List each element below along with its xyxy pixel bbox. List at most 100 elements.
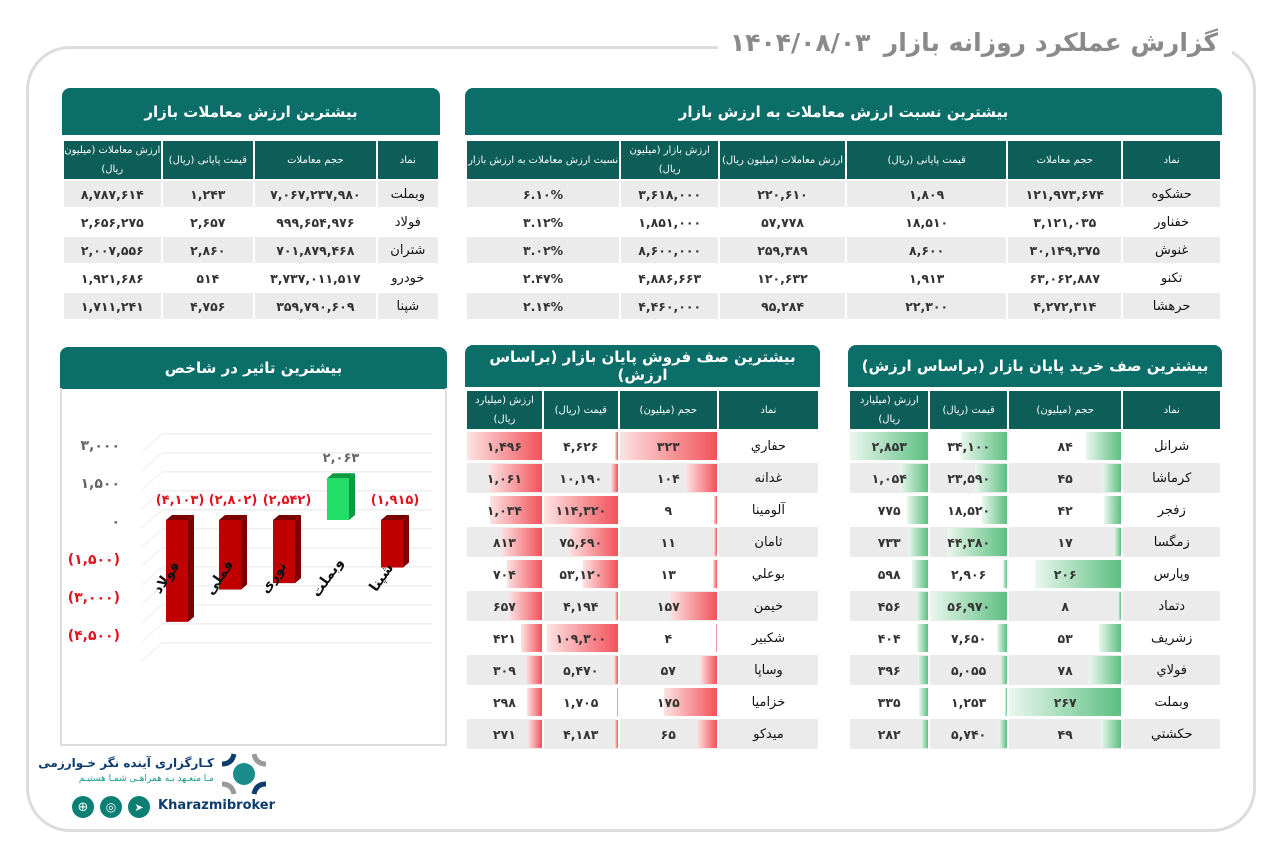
table-row[interactable]: حکشتي ۴۹ ۵,۷۴۰ ۲۸۲ (850, 719, 1220, 749)
value-cell: ۳۲۳ (619, 431, 717, 461)
buy-queue-title: بیشترین صف خرید پایان بازار (براساس ارزش… (848, 345, 1222, 387)
report-title: گزارش عملکرد روزانه بازار (869, 28, 1232, 57)
value-bar (664, 688, 717, 716)
bar-side-2 (295, 515, 301, 584)
value-title: بیشترین ارزش معاملات بازار (62, 88, 440, 135)
table-row[interactable]: حرهشا ۴,۲۷۲,۳۱۴ ۲۲,۳۰۰ ۹۵,۲۸۴ ۴,۴۶۰,۰۰۰ ۲.۱۴% (467, 293, 1220, 319)
value-cell: ۶۵ (619, 719, 717, 749)
bar-4 (381, 520, 403, 568)
value-bar (1102, 464, 1122, 492)
table-row[interactable]: شتران ۷۰۱,۸۷۹,۴۶۸ ۲,۸۶۰ ۲,۰۰۷,۵۵۶ (64, 237, 438, 263)
value-cell: ۵۱۴ (196, 270, 220, 286)
value-bar (1086, 432, 1122, 460)
value-cell: ۴,۶۲۶ (544, 431, 618, 461)
gridline (141, 623, 163, 643)
value-bar (996, 624, 1007, 652)
value-cell: ۸,۶۰۰ (847, 237, 1007, 263)
value-bar (583, 560, 618, 588)
column-header: ارزش معاملات (میلیون ریال) (720, 141, 846, 179)
value-cell: ۱۷ (1008, 527, 1122, 557)
sell-queue-panel: بیشترین صف فروش پایان بازار (براساس ارزش… (465, 345, 820, 751)
table-row[interactable]: خودرو ۳,۷۳۷,۰۱۱,۵۱۷ ۵۱۴ ۱,۹۲۱,۶۸۶ (64, 265, 438, 291)
table-row[interactable]: دتماد ۸ ۵۶,۹۷۰ ۴۵۶ (850, 591, 1220, 621)
column-header: ارزش معاملات (میلیون ریال) (64, 141, 161, 179)
table-row[interactable]: زمگسا ۱۷ ۴۴,۳۸۰ ۷۳۳ (850, 527, 1220, 557)
symbol-cell: غنوش (1123, 237, 1220, 263)
value-cell: ۷۸ (1008, 655, 1122, 685)
value-cell: ۴,۷۵۶ (162, 293, 254, 319)
value-cell: ۱,۷۱۱,۲۴۱ (64, 293, 161, 319)
symbol-cell: خیمن (718, 591, 818, 621)
table-row[interactable]: بوعلي ۱۳ ۵۳,۱۲۰ ۷۰۴ (467, 559, 818, 589)
value-cell: ۱۱ (619, 527, 717, 557)
table-row[interactable]: میدکو ۶۵ ۴,۱۸۳ ۲۷۱ (467, 719, 818, 749)
value-cell: ۳۳۵ (850, 687, 929, 717)
symbol-cell: زفجر (1157, 502, 1186, 518)
buy-queue-panel: بیشترین صف خرید پایان بازار (براساس ارزش… (848, 345, 1222, 751)
value-cell: ۵,۷۴۰ (930, 719, 1007, 749)
table-row[interactable]: آلومینا ۹ ۱۱۴,۳۲۰ ۱,۰۳۴ (467, 495, 818, 525)
table-row[interactable]: فولاي ۷۸ ۵,۰۵۵ ۳۹۶ (850, 655, 1220, 685)
table-row[interactable]: غدانه ۱۰۴ ۱۰,۱۹۰ ۱,۰۶۱ (467, 463, 818, 493)
value-cell: ۱۰۴ (619, 463, 717, 493)
symbol-cell: زشریف (1151, 630, 1193, 646)
table-row[interactable]: زفجر ۴۲ ۱۸,۵۲۰ ۷۷۵ (850, 495, 1220, 525)
sell-queue-table: نماد حجم (میلیون) قیمت (ریال) ارزش (میلیارد… (465, 389, 820, 751)
table-row[interactable]: خیمن ۱۵۷ ۴,۱۹۴ ۶۵۷ (467, 591, 818, 621)
value-bar (908, 528, 929, 556)
gridline (141, 471, 163, 491)
value-bar (961, 432, 1007, 460)
value-cell: ۳۰,۱۴۹,۳۷۵ (1008, 237, 1122, 263)
column-header: ارزش بازار (میلیون ریال) (621, 141, 719, 179)
table-row[interactable]: وبملت ۷,۰۶۷,۲۳۷,۹۸۰ ۱,۲۴۳ ۸,۷۸۷,۶۱۴ (64, 181, 438, 207)
index-impact-panel: بیشترین تاثیر در شاخص (60, 347, 447, 389)
value-cell: ۷۰۱,۸۷۹,۴۶۸ (255, 237, 376, 263)
table-row[interactable]: حشکوه ۱۲۱,۹۷۳,۶۷۴ ۱,۸۰۹ ۲۲۰,۶۱۰ ۳,۶۱۸,۰۰۰ ۶.۱… (467, 181, 1220, 207)
table-row[interactable]: ثامان ۱۱ ۷۵,۶۹۰ ۸۱۳ (467, 527, 818, 557)
table-row[interactable]: شکبیر ۴ ۱۰۹,۳۰۰ ۴۲۱ (467, 623, 818, 653)
value-bar (699, 656, 717, 684)
value-cell: ۵۷,۷۷۸ (761, 214, 804, 230)
table-row[interactable]: شرانل ۸۴ ۳۴,۱۰۰ ۲,۸۵۳ (850, 431, 1220, 461)
table-row[interactable]: وبملت ۲۶۷ ۱,۲۵۳ ۳۳۵ (850, 687, 1220, 717)
instagram-icon[interactable]: ◎ (100, 796, 122, 818)
table-row[interactable]: حفاري ۳۲۳ ۴,۶۲۶ ۱,۴۹۶ (467, 431, 818, 461)
table-row[interactable]: کرماشا ۴۵ ۲۳,۵۹۰ ۱,۰۵۴ (850, 463, 1220, 493)
data-label: (۲,۵۴۲) (263, 493, 312, 508)
globe-icon[interactable]: ⊕ (72, 796, 94, 818)
value-cell: ۳.۰۲% (467, 237, 620, 263)
value-cell: ۱,۸۵۱,۰۰۰ (638, 214, 702, 230)
value-cell: ۸ (1008, 591, 1122, 621)
table-row[interactable]: خزامیا ۱۷۵ ۱,۷۰۵ ۲۹۸ (467, 687, 818, 717)
value-bar (947, 528, 1007, 556)
value-cell: ۱۰,۱۹۰ (543, 463, 618, 493)
value-cell: ۱۸,۵۱۰ (905, 214, 949, 230)
brand-slogan: مـا متعـهد بـه همراهـی شمـا هستیـم (78, 774, 214, 784)
brand-name-fa: کـارگزاری آینده نگر خـوارزمی (38, 756, 214, 770)
table-row[interactable]: فولاد ۹۹۹,۶۵۴,۹۷۶ ۲,۶۵۷ ۲,۶۵۶,۲۷۵ (64, 209, 438, 235)
symbol-cell: حرهشا (1123, 293, 1220, 319)
value-cell: ۱,۹۱۳ (909, 270, 945, 286)
value-cell: ۶۵۷ (467, 591, 542, 621)
table-row[interactable]: وساپا ۵۷ ۵,۴۷۰ ۳۰۹ (467, 655, 818, 685)
value-bar (1034, 560, 1122, 588)
gridline (141, 642, 163, 662)
table-row[interactable]: تکنو ۶۳,۰۶۲,۸۸۷ ۱,۹۱۳ ۱۲۰,۶۳۲ ۴,۸۸۶,۶۶۳ ۲.۴۷% (467, 265, 1220, 291)
value-cell: ۵۳ (1009, 623, 1122, 653)
value-cell: ۷۰۴ (467, 559, 542, 589)
table-row[interactable]: خفناور ۳,۱۲۱,۰۳۵ ۱۸,۵۱۰ ۵۷,۷۷۸ ۱,۸۵۱,۰۰۰ ۳.۱۲… (467, 209, 1220, 235)
table-row[interactable]: وپارس ۲۰۶ ۲,۹۰۶ ۵۹۸ (850, 559, 1220, 589)
column-header: نماد (1123, 141, 1220, 179)
value-bar (1008, 688, 1122, 716)
symbol-cell: حشکوه (1123, 181, 1220, 207)
bar-top-2 (273, 515, 301, 520)
telegram-icon[interactable]: ➤ (128, 796, 150, 818)
table-row[interactable]: غنوش ۳۰,۱۴۹,۳۷۵ ۸,۶۰۰ ۲۵۹,۳۸۹ ۸,۶۰۰,۰۰۰ ۳.۰۲% (467, 237, 1220, 263)
value-bar (615, 720, 618, 748)
column-header: ارزش (میلیارد ریال) (850, 391, 929, 429)
value-bar (615, 592, 618, 620)
table-row[interactable]: شپنا ۳۵۹,۷۹۰,۶۰۹ ۴,۷۵۶ ۱,۷۱۱,۲۴۱ (64, 293, 438, 319)
value-cell: ۲.۱۴% (467, 293, 620, 319)
value-cell: ۲,۹۰۶ (930, 559, 1007, 589)
table-row[interactable]: زشریف ۵۳ ۷,۶۵۰ ۴۰۴ (850, 623, 1220, 653)
